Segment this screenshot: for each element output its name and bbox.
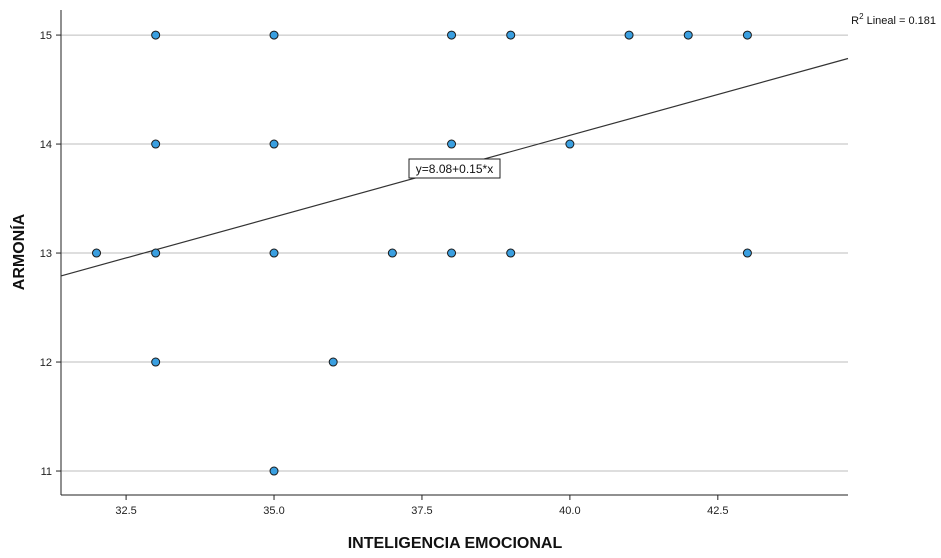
equation-label: y=8.08+0.15*x — [416, 162, 493, 176]
data-point — [742, 30, 752, 40]
data-point — [506, 248, 516, 258]
data-point — [447, 248, 457, 258]
x-tick-label: 40.0 — [559, 505, 580, 517]
data-point — [269, 466, 279, 476]
y-tick-label: 13 — [40, 248, 52, 260]
y-axis-title: ARMONÍA — [9, 213, 28, 290]
x-tick-label: 32.5 — [115, 505, 136, 517]
x-tick-label: 42.5 — [707, 505, 728, 517]
annotations: y=8.08+0.15*x R2 Lineal = 0.181 — [408, 12, 936, 179]
data-point — [92, 248, 102, 258]
x-tick-label: 35.0 — [263, 505, 284, 517]
data-points — [92, 30, 752, 476]
data-point — [387, 248, 397, 258]
data-point — [151, 248, 161, 258]
data-point — [683, 30, 693, 40]
data-point — [151, 139, 161, 149]
x-tick-label: 37.5 — [411, 505, 432, 517]
x-axis-title: INTELIGENCIA EMOCIONAL — [348, 535, 563, 552]
data-point — [151, 357, 161, 367]
data-point — [624, 30, 634, 40]
data-point — [565, 139, 575, 149]
data-point — [151, 30, 161, 40]
axes — [56, 10, 848, 500]
data-point — [269, 139, 279, 149]
data-point — [447, 139, 457, 149]
data-point — [447, 30, 457, 40]
y-tick-label: 12 — [40, 357, 52, 369]
data-point — [742, 248, 752, 258]
tick-labels: 11 12 13 14 15 32.5 35.0 37.5 40.0 42.5 — [40, 30, 729, 517]
y-tick-label: 14 — [40, 139, 52, 151]
equation-box — [408, 158, 501, 179]
data-point — [506, 30, 516, 40]
r-squared-label: R2 Lineal = 0.181 — [851, 12, 936, 27]
data-point — [269, 30, 279, 40]
y-tick-label: 15 — [40, 30, 52, 42]
y-tick-label: 11 — [41, 466, 52, 478]
data-point — [269, 248, 279, 258]
data-point — [328, 357, 338, 367]
